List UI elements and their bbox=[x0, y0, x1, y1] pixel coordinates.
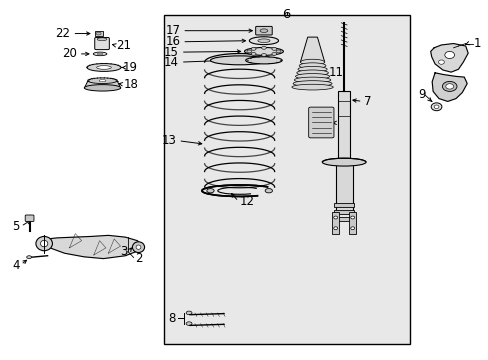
Ellipse shape bbox=[27, 256, 31, 258]
Text: 8: 8 bbox=[168, 312, 175, 325]
Ellipse shape bbox=[350, 216, 354, 219]
Ellipse shape bbox=[295, 73, 329, 79]
Text: 11: 11 bbox=[328, 66, 344, 79]
Ellipse shape bbox=[276, 50, 281, 53]
Text: 10: 10 bbox=[336, 116, 351, 129]
Bar bbox=[334, 210, 353, 214]
Text: 20: 20 bbox=[62, 48, 77, 60]
Ellipse shape bbox=[186, 322, 192, 325]
Text: 9: 9 bbox=[417, 88, 425, 101]
Ellipse shape bbox=[291, 84, 332, 90]
Text: 18: 18 bbox=[123, 78, 139, 91]
Text: 17: 17 bbox=[165, 24, 180, 37]
Ellipse shape bbox=[261, 46, 266, 49]
Ellipse shape bbox=[299, 63, 325, 68]
Text: 15: 15 bbox=[163, 46, 179, 59]
Ellipse shape bbox=[96, 32, 101, 35]
Ellipse shape bbox=[257, 39, 269, 42]
Ellipse shape bbox=[97, 66, 111, 69]
Ellipse shape bbox=[84, 85, 121, 91]
Ellipse shape bbox=[88, 78, 117, 84]
Ellipse shape bbox=[97, 53, 103, 55]
Text: 19: 19 bbox=[122, 61, 138, 74]
Polygon shape bbox=[431, 73, 466, 102]
Ellipse shape bbox=[246, 50, 251, 53]
Ellipse shape bbox=[261, 54, 266, 57]
Text: 21: 21 bbox=[116, 39, 131, 52]
Text: 7: 7 bbox=[363, 95, 370, 108]
Text: 12: 12 bbox=[239, 195, 254, 208]
Bar bbox=[348, 212, 356, 234]
Ellipse shape bbox=[87, 64, 121, 71]
Text: 6: 6 bbox=[282, 8, 290, 21]
Ellipse shape bbox=[438, 60, 444, 64]
Ellipse shape bbox=[36, 237, 52, 251]
FancyBboxPatch shape bbox=[95, 37, 109, 50]
Ellipse shape bbox=[260, 29, 267, 32]
Ellipse shape bbox=[41, 240, 48, 247]
Ellipse shape bbox=[251, 48, 256, 50]
Ellipse shape bbox=[444, 51, 454, 59]
Text: 3: 3 bbox=[120, 245, 127, 258]
Ellipse shape bbox=[206, 189, 214, 193]
Text: 14: 14 bbox=[163, 55, 179, 69]
Text: 22: 22 bbox=[55, 27, 70, 40]
Ellipse shape bbox=[99, 80, 106, 82]
Ellipse shape bbox=[300, 59, 324, 65]
Ellipse shape bbox=[251, 53, 256, 55]
Text: 13: 13 bbox=[161, 134, 176, 147]
Text: 1: 1 bbox=[473, 37, 481, 50]
Ellipse shape bbox=[271, 53, 276, 55]
Ellipse shape bbox=[245, 57, 282, 64]
Ellipse shape bbox=[249, 37, 278, 45]
Text: 4: 4 bbox=[12, 259, 20, 272]
Ellipse shape bbox=[433, 105, 438, 109]
Bar bbox=[334, 217, 353, 221]
Bar bbox=[335, 162, 352, 212]
Ellipse shape bbox=[97, 38, 107, 41]
Bar bbox=[338, 91, 350, 162]
Ellipse shape bbox=[442, 81, 456, 91]
Bar bbox=[164, 15, 409, 344]
Ellipse shape bbox=[136, 245, 141, 249]
Ellipse shape bbox=[132, 242, 144, 252]
Bar bbox=[331, 212, 339, 234]
Ellipse shape bbox=[186, 311, 192, 315]
Polygon shape bbox=[300, 37, 324, 62]
Polygon shape bbox=[41, 235, 141, 258]
Ellipse shape bbox=[271, 48, 276, 50]
Ellipse shape bbox=[296, 70, 328, 76]
Bar bbox=[95, 31, 102, 36]
FancyBboxPatch shape bbox=[25, 215, 34, 221]
Ellipse shape bbox=[264, 189, 272, 193]
Text: 5: 5 bbox=[13, 220, 20, 233]
Bar bbox=[334, 203, 353, 207]
Polygon shape bbox=[430, 44, 467, 72]
Ellipse shape bbox=[322, 158, 366, 166]
Text: 16: 16 bbox=[165, 35, 180, 48]
Ellipse shape bbox=[297, 66, 326, 72]
Ellipse shape bbox=[333, 216, 337, 219]
Ellipse shape bbox=[210, 56, 268, 65]
Ellipse shape bbox=[350, 227, 354, 230]
Ellipse shape bbox=[445, 84, 453, 89]
Polygon shape bbox=[84, 81, 120, 88]
Ellipse shape bbox=[93, 52, 107, 56]
Ellipse shape bbox=[292, 81, 331, 86]
Text: 2: 2 bbox=[135, 252, 142, 265]
Ellipse shape bbox=[244, 48, 283, 55]
FancyBboxPatch shape bbox=[308, 107, 333, 138]
Ellipse shape bbox=[333, 227, 337, 230]
FancyBboxPatch shape bbox=[255, 26, 272, 35]
Ellipse shape bbox=[294, 77, 330, 83]
Ellipse shape bbox=[430, 103, 441, 111]
